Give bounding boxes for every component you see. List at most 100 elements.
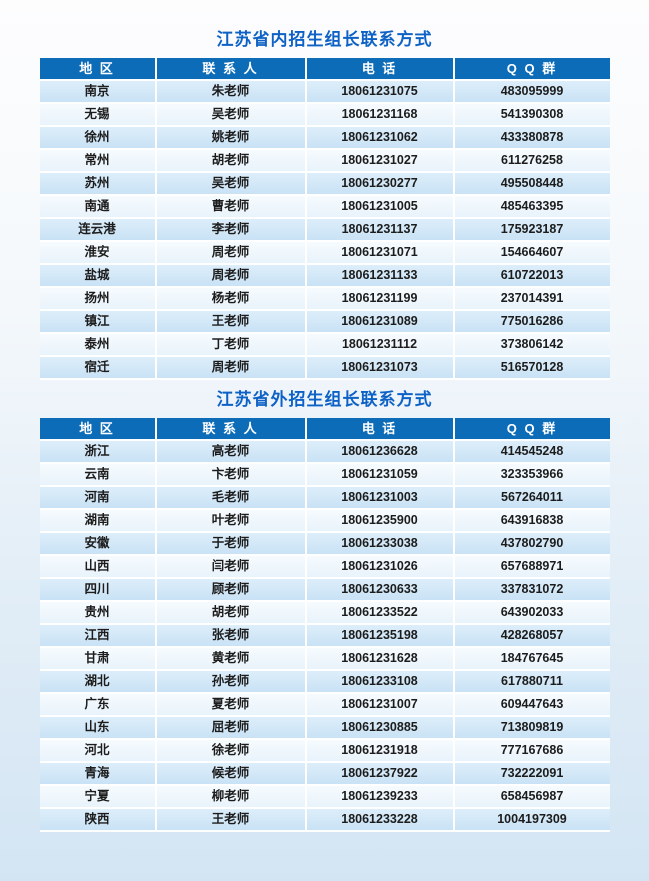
cell-region: 广东 (39, 694, 157, 717)
cell-region: 河南 (39, 487, 157, 510)
cell-qq: 713809819 (454, 717, 610, 740)
cell-qq: 643902033 (454, 602, 610, 625)
cell-contact: 毛老师 (156, 487, 307, 510)
cell-qq: 485463395 (454, 196, 610, 219)
cell-phone: 18061231168 (306, 104, 455, 127)
cell-qq: 516570128 (454, 357, 610, 380)
cell-phone: 18061233108 (306, 671, 455, 694)
cell-qq: 483095999 (454, 81, 610, 104)
table-title-out-of-province: 江苏省外招生组长联系方式 (216, 390, 433, 409)
cell-region: 常州 (39, 150, 157, 173)
cell-region: 连云港 (39, 219, 157, 242)
cell-contact: 李老师 (156, 219, 307, 242)
cell-phone: 18061231199 (306, 288, 455, 311)
cell-contact: 周老师 (156, 265, 307, 288)
column-header: 电 话 (306, 418, 455, 441)
cell-qq: 732222091 (454, 763, 610, 786)
cell-region: 泰州 (39, 334, 157, 357)
cell-contact: 王老师 (156, 311, 307, 334)
column-header: 联 系 人 (156, 418, 307, 441)
cell-qq: 775016286 (454, 311, 610, 334)
table-row: 南京 朱老师 18061231075 483095999 (39, 81, 610, 104)
table-row: 河南 毛老师 18061231003 567264011 (39, 487, 610, 510)
column-header: 联 系 人 (156, 58, 307, 81)
column-header: Q Q 群 (454, 418, 610, 441)
cell-phone: 18061231075 (306, 81, 455, 104)
cell-phone: 18061231628 (306, 648, 455, 671)
table-row: 甘肃 黄老师 18061231628 184767645 (39, 648, 610, 671)
cell-region: 扬州 (39, 288, 157, 311)
cell-region: 山东 (39, 717, 157, 740)
cell-region: 云南 (39, 464, 157, 487)
cell-phone: 18061236628 (306, 441, 455, 464)
cell-region: 宿迁 (39, 357, 157, 380)
cell-phone: 18061237922 (306, 763, 455, 786)
cell-phone: 18061231137 (306, 219, 455, 242)
table-row: 宁夏 柳老师 18061239233 658456987 (39, 786, 610, 809)
table-row: 湖南 叶老师 18061235900 643916838 (39, 510, 610, 533)
cell-contact: 胡老师 (156, 602, 307, 625)
cell-region: 山西 (39, 556, 157, 579)
cell-phone: 18061231026 (306, 556, 455, 579)
cell-region: 徐州 (39, 127, 157, 150)
table-row: 南通 曹老师 18061231005 485463395 (39, 196, 610, 219)
column-header: 电 话 (306, 58, 455, 81)
cell-qq: 611276258 (454, 150, 610, 173)
cell-region: 南京 (39, 81, 157, 104)
table-row: 常州 胡老师 18061231027 611276258 (39, 150, 610, 173)
cell-contact: 屈老师 (156, 717, 307, 740)
cell-contact: 黄老师 (156, 648, 307, 671)
cell-region: 南通 (39, 196, 157, 219)
cell-phone: 18061231059 (306, 464, 455, 487)
cell-qq: 323353966 (454, 464, 610, 487)
table-row: 扬州 杨老师 18061231199 237014391 (39, 288, 610, 311)
cell-region: 苏州 (39, 173, 157, 196)
cell-contact: 杨老师 (156, 288, 307, 311)
cell-qq: 777167686 (454, 740, 610, 763)
cell-phone: 18061233228 (306, 809, 455, 832)
cell-region: 河北 (39, 740, 157, 763)
cell-qq: 541390308 (454, 104, 610, 127)
table-row: 镇江 王老师 18061231089 775016286 (39, 311, 610, 334)
table-row: 泰州 丁老师 18061231112 373806142 (39, 334, 610, 357)
cell-region: 四川 (39, 579, 157, 602)
cell-phone: 18061231071 (306, 242, 455, 265)
cell-region: 青海 (39, 763, 157, 786)
table-row: 湖北 孙老师 18061233108 617880711 (39, 671, 610, 694)
cell-qq: 617880711 (454, 671, 610, 694)
cell-phone: 18061231073 (306, 357, 455, 380)
column-header: 地 区 (39, 418, 157, 441)
cell-phone: 18061231133 (306, 265, 455, 288)
cell-phone: 18061239233 (306, 786, 455, 809)
cell-phone: 18061231918 (306, 740, 455, 763)
column-header: 地 区 (39, 58, 157, 81)
cell-contact: 胡老师 (156, 150, 307, 173)
cell-phone: 18061233038 (306, 533, 455, 556)
cell-qq: 643916838 (454, 510, 610, 533)
cell-contact: 吴老师 (156, 104, 307, 127)
cell-phone: 18061231062 (306, 127, 455, 150)
cell-qq: 154664607 (454, 242, 610, 265)
cell-region: 江西 (39, 625, 157, 648)
table-row: 无锡 吴老师 18061231168 541390308 (39, 104, 610, 127)
cell-region: 宁夏 (39, 786, 157, 809)
cell-phone: 18061231003 (306, 487, 455, 510)
cell-region: 安徽 (39, 533, 157, 556)
cell-contact: 吴老师 (156, 173, 307, 196)
cell-contact: 高老师 (156, 441, 307, 464)
cell-qq: 373806142 (454, 334, 610, 357)
cell-qq: 1004197309 (454, 809, 610, 832)
cell-region: 盐城 (39, 265, 157, 288)
cell-contact: 姚老师 (156, 127, 307, 150)
table-row: 四川 顾老师 18061230633 337831072 (39, 579, 610, 602)
cell-qq: 184767645 (454, 648, 610, 671)
cell-qq: 567264011 (454, 487, 610, 510)
cell-region: 湖南 (39, 510, 157, 533)
cell-phone: 18061230277 (306, 173, 455, 196)
table-row: 浙江 高老师 18061236628 414545248 (39, 441, 610, 464)
